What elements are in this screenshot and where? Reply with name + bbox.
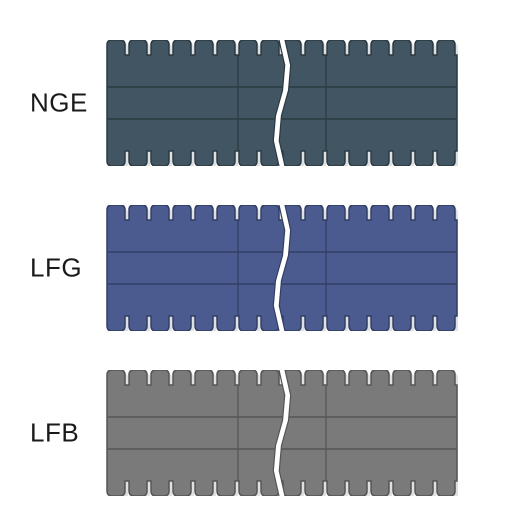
belt-row: LFG: [0, 195, 512, 341]
belt-row: LFB: [0, 360, 512, 506]
belt-label: LFG: [30, 253, 82, 284]
belt-swatch: [106, 205, 458, 331]
belt-swatch: [106, 40, 458, 166]
belt-label: NGE: [30, 88, 88, 119]
belt-row: NGE: [0, 30, 512, 176]
belt-swatch: [106, 370, 458, 496]
belt-label: LFB: [30, 418, 79, 449]
belt-diagram: NGE LFG LFB: [0, 0, 512, 512]
